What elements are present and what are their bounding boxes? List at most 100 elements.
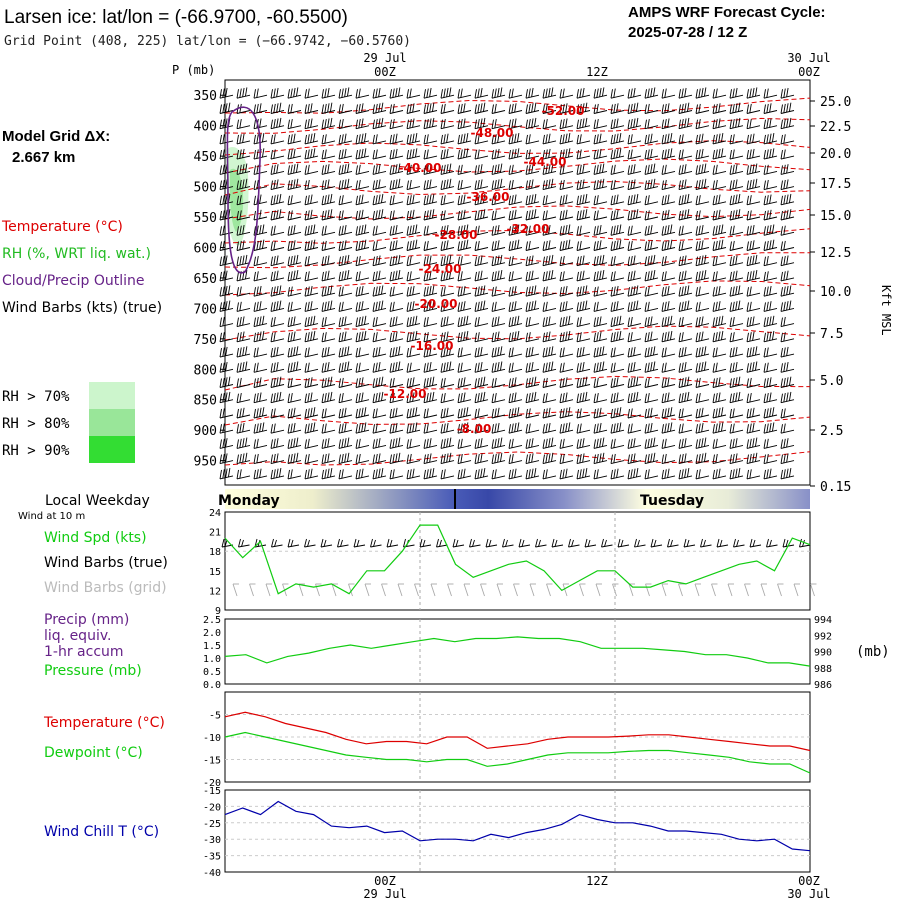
barb-flag: [327, 194, 330, 204]
barb-flag: [754, 361, 758, 371]
wind-barb: [508, 194, 523, 206]
barb-staff: [474, 125, 489, 130]
barb-staff: [780, 444, 795, 449]
wind-barb: [270, 376, 285, 388]
barb-flag: [596, 423, 599, 433]
barb-flag: [304, 180, 307, 190]
barb-staff: [525, 399, 540, 404]
barb-flag: [652, 437, 656, 447]
barb-flag: [661, 256, 664, 266]
barb-staff: [593, 414, 608, 419]
barb-flag: [545, 134, 548, 144]
barb-staff: [406, 94, 421, 99]
barb-flag: [783, 301, 786, 311]
barb-flag: [531, 362, 534, 372]
barb-flag: [644, 180, 647, 190]
wind-chill-label: Wind Chill T (°C): [44, 824, 159, 840]
barb-flag: [397, 163, 401, 173]
barb-flag: [769, 407, 772, 417]
barb-staff: [644, 201, 659, 206]
barb-staff: [508, 444, 523, 449]
wind-barb-grid: [364, 583, 371, 597]
barb-flag: [457, 180, 460, 190]
temperature-label: Temperature (°C): [43, 715, 165, 731]
barb-flag: [650, 331, 653, 341]
pressure-tick-label: 650: [194, 272, 217, 287]
barb-flag: [290, 393, 293, 403]
barb-staff: [695, 110, 710, 114]
barb-flag: [426, 256, 429, 266]
wind-barb: [678, 87, 693, 99]
barb-flag: [372, 348, 375, 358]
barb-flag: [754, 87, 758, 97]
barb-flag: [253, 393, 256, 403]
wind-barb: [474, 316, 489, 328]
wind-barb: [355, 438, 370, 449]
barb-staff: [729, 384, 744, 388]
barb-flag: [684, 346, 687, 356]
wind-barb: [695, 225, 710, 236]
barb-flag: [695, 454, 698, 464]
barb-flag: [295, 178, 299, 188]
barb-flag: [681, 179, 684, 190]
barb-flag: [627, 363, 630, 373]
barb-staff: [372, 384, 387, 388]
barb-flag: [715, 362, 718, 372]
barb-flag: [276, 362, 279, 372]
wind-barb: [644, 240, 659, 251]
barb-flag: [480, 209, 483, 219]
barb-flag: [375, 332, 378, 342]
barb-flag: [647, 179, 650, 190]
barb-staff: [270, 399, 285, 404]
barb-flag: [253, 424, 256, 434]
barb-flag: [290, 332, 293, 342]
barb-flag: [355, 89, 358, 99]
barb-staff: [423, 201, 438, 206]
barb-flag: [494, 119, 497, 129]
barb-flag: [647, 195, 650, 205]
barb-flag: [219, 424, 222, 434]
barb-flag: [610, 393, 613, 403]
pressure-tick-label: 850: [194, 394, 217, 409]
wind-barb: [372, 255, 387, 267]
barb-flag: [576, 348, 579, 358]
wind-barb: [610, 224, 625, 236]
barb-flag: [406, 469, 409, 479]
barb-flag: [429, 377, 432, 387]
barb-flag: [718, 194, 721, 204]
barb-staff: [777, 583, 782, 597]
barb-flag: [752, 331, 755, 341]
wind-barb: [457, 315, 472, 328]
barb-flag: [684, 118, 687, 128]
wind-barb: [423, 209, 438, 221]
barb-flag: [356, 539, 360, 547]
barb-staff: [746, 201, 761, 206]
barb-flag: [514, 240, 517, 250]
barb-flag: [321, 195, 324, 205]
barb-flag: [579, 408, 582, 418]
wind-barb: [253, 347, 268, 358]
barb-flag: [678, 378, 681, 388]
wind-barb: [763, 179, 778, 191]
barb-flag: [511, 301, 514, 311]
barb-flag: [559, 363, 562, 373]
barb-flag: [443, 103, 446, 113]
wind-barb: [253, 256, 268, 267]
barb-flag: [780, 241, 783, 251]
barb-staff: [232, 583, 238, 597]
barb-flag: [358, 256, 361, 266]
wind-barb: [678, 193, 693, 206]
barb-flag: [321, 226, 324, 236]
barb-staff: [644, 475, 659, 480]
barb-flag: [718, 209, 721, 219]
barb-staff: [661, 231, 676, 236]
wind-barb: [712, 88, 727, 99]
barb-flag: [593, 104, 596, 114]
barb-flag: [307, 119, 310, 129]
barb-flag: [511, 332, 514, 342]
barb-flag: [695, 439, 698, 449]
barb-flag: [647, 103, 650, 113]
barb-flag: [412, 240, 415, 250]
barb-staff: [678, 125, 693, 130]
barb-staff: [338, 384, 353, 388]
